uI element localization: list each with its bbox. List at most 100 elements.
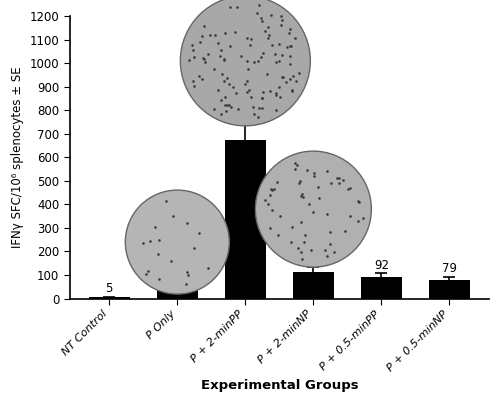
Point	[196, 39, 204, 46]
Point	[298, 191, 306, 198]
Point	[360, 215, 368, 221]
Point	[272, 90, 280, 97]
Point	[294, 245, 302, 251]
Point	[261, 28, 269, 34]
Point	[323, 252, 331, 259]
Point	[226, 4, 234, 10]
Point	[156, 276, 164, 282]
Point	[221, 93, 229, 100]
Point	[276, 40, 283, 47]
Point	[296, 219, 304, 226]
Point	[330, 249, 338, 255]
Point	[246, 42, 254, 48]
Point	[299, 194, 307, 201]
Point	[276, 12, 284, 19]
Point	[294, 180, 302, 186]
Point	[279, 74, 287, 81]
Point	[194, 230, 202, 236]
Point	[258, 95, 266, 101]
Point	[214, 87, 222, 93]
Point	[190, 54, 198, 60]
Point	[272, 92, 280, 98]
Point	[272, 106, 280, 113]
Point	[301, 232, 309, 238]
Point	[271, 51, 279, 57]
Point	[288, 87, 296, 94]
Point	[258, 89, 266, 96]
Point	[286, 76, 294, 83]
Bar	[225, 140, 266, 299]
Point	[243, 78, 251, 84]
Point	[263, 71, 271, 77]
Point	[314, 184, 322, 191]
Point	[256, 54, 264, 60]
Point	[250, 104, 258, 110]
Point	[286, 43, 294, 49]
Point	[247, 35, 255, 42]
Point	[195, 73, 203, 79]
Point	[216, 53, 224, 59]
Point	[256, 105, 264, 112]
Point	[342, 228, 349, 235]
Point	[356, 198, 364, 205]
Point	[210, 66, 218, 73]
Point	[226, 42, 234, 49]
Point	[222, 108, 230, 114]
Point	[144, 268, 152, 274]
Point	[241, 80, 249, 87]
Point	[292, 78, 300, 84]
Point	[266, 88, 274, 94]
Point	[266, 224, 274, 231]
Point	[275, 84, 283, 90]
Point	[242, 58, 250, 64]
Point	[308, 209, 316, 215]
Point	[346, 185, 354, 191]
Point	[287, 239, 295, 245]
Point	[190, 244, 198, 251]
Point	[344, 186, 351, 192]
Point	[182, 220, 190, 226]
Point	[200, 23, 208, 29]
Text: 92: 92	[374, 258, 389, 272]
Point	[190, 83, 198, 89]
Point	[268, 187, 276, 194]
Point	[335, 180, 343, 186]
Point	[244, 34, 252, 41]
Point	[170, 213, 177, 219]
Point	[310, 170, 318, 176]
Point	[167, 258, 175, 264]
Point	[278, 17, 285, 23]
Point	[220, 102, 228, 109]
Point	[264, 201, 272, 207]
Point	[291, 35, 299, 42]
Point	[256, 15, 264, 22]
Point	[354, 198, 362, 205]
Point	[287, 42, 295, 49]
Point	[220, 78, 228, 84]
Point	[189, 47, 197, 54]
Point	[184, 272, 192, 278]
Point	[242, 89, 250, 96]
Point	[298, 256, 306, 262]
Point	[278, 51, 285, 58]
X-axis label: Experimental Groups: Experimental Groups	[200, 379, 358, 392]
Point	[293, 162, 301, 168]
Text: 113: 113	[302, 252, 324, 266]
Point	[226, 81, 234, 88]
Point	[223, 102, 231, 108]
Point	[225, 102, 233, 108]
Point	[138, 239, 146, 246]
Point	[218, 71, 226, 77]
Point	[282, 79, 290, 85]
Point	[276, 93, 284, 100]
Point	[258, 95, 266, 101]
Point	[252, 9, 260, 16]
Point	[204, 51, 212, 58]
Point	[185, 56, 193, 63]
Point	[278, 74, 286, 80]
Point	[246, 93, 254, 100]
Bar	[89, 297, 130, 299]
Y-axis label: IFNγ SFC/10⁶ splenocytes ± SE: IFNγ SFC/10⁶ splenocytes ± SE	[11, 66, 24, 248]
Text: 5: 5	[106, 282, 113, 295]
Point	[275, 57, 283, 64]
